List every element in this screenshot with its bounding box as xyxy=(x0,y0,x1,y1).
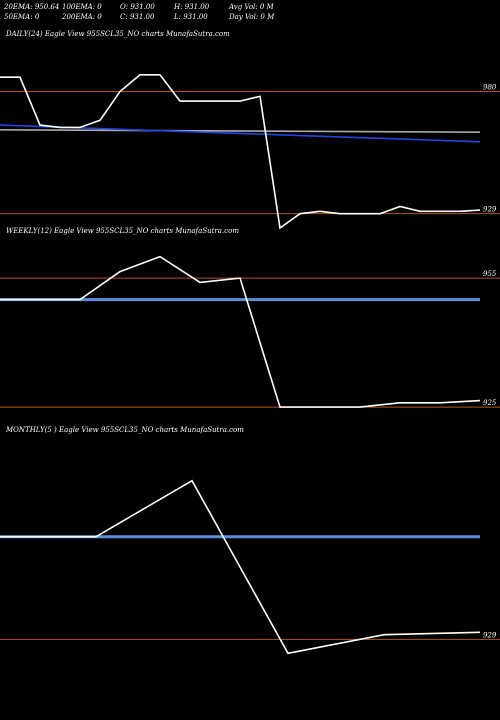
daily-average-line xyxy=(0,129,481,133)
daily-chart-title: DAILY(24) Eagle View 955SCL35_NO charts … xyxy=(5,30,230,38)
monthly-chart: MONTHLY(5 ) Eagle View 955SCL35_NO chart… xyxy=(0,426,500,655)
weekly-chart: WEEKLY(12) Eagle View 955SCL35_NO charts… xyxy=(0,227,500,408)
monthly-price-line xyxy=(0,479,481,655)
stat-ema20: 20EMA: 950.64 xyxy=(4,3,60,11)
stats-header: 20EMA: 950.64 100EMA: 0 O: 931.00 H: 931… xyxy=(4,2,496,24)
stats-row-2: 50EMA: 0 200EMA: 0 C: 931.00 L: 931.00 D… xyxy=(4,12,496,22)
stat-close: C: 931.00 xyxy=(120,13,155,21)
stat-low: L: 931.00 xyxy=(174,13,208,21)
daily-chart: DAILY(24) Eagle View 955SCL35_NO charts … xyxy=(0,30,500,230)
weekly-level-label: 925 xyxy=(483,399,497,407)
daily-price-line xyxy=(0,74,481,230)
stats-row-1: 20EMA: 950.64 100EMA: 0 O: 931.00 H: 931… xyxy=(4,2,496,12)
stat-open: O: 931.00 xyxy=(120,3,155,11)
daily-level-label: 929 xyxy=(483,206,497,214)
monthly-chart-title: MONTHLY(5 ) Eagle View 955SCL35_NO chart… xyxy=(5,426,244,434)
stat-day-vol: Day Vol: 0 M xyxy=(229,13,275,21)
weekly-level-label: 955 xyxy=(483,270,497,278)
stat-ema100: 100EMA: 0 xyxy=(62,3,102,11)
stat-ema200: 200EMA: 0 xyxy=(62,13,102,21)
weekly-chart-title: WEEKLY(12) Eagle View 955SCL35_NO charts… xyxy=(6,227,239,235)
daily-level-label: 980 xyxy=(483,84,497,92)
stat-ema50: 50EMA: 0 xyxy=(4,13,40,21)
stat-high: H: 931.00 xyxy=(174,3,210,11)
monthly-level-label: 929 xyxy=(483,631,497,639)
weekly-price-line xyxy=(0,255,481,408)
stat-avg-vol: Avg Vol: 0 M xyxy=(229,3,274,11)
